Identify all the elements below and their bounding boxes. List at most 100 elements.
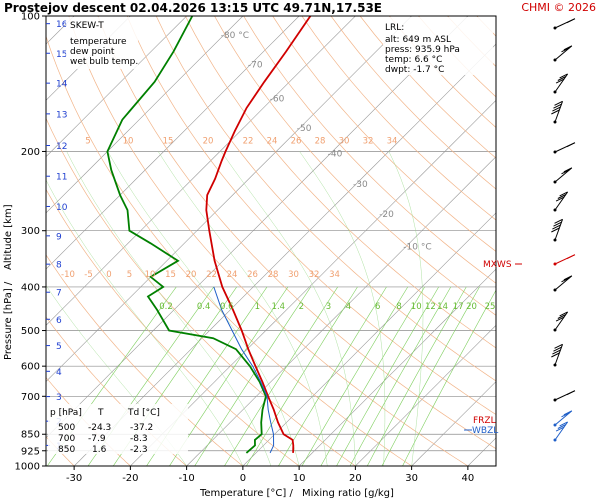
x-axis-ticks: -30 -20 -10 0 10 20 30 40 <box>66 466 474 484</box>
wind-barb-dot <box>553 26 557 30</box>
dry-adiabat <box>593 16 600 476</box>
wind-barb-feather <box>555 316 565 322</box>
wind-barb-dot <box>553 423 557 427</box>
wind-barb-feather <box>561 412 570 418</box>
altitude-tick-label: 12 <box>56 142 67 152</box>
table-row-500-p: 500 <box>58 423 75 433</box>
wind-barb-dot <box>553 208 557 212</box>
mixing-ratio-label: 6 <box>375 302 380 312</box>
isotherms <box>46 16 496 466</box>
dry-adiabat-label-upper: 34 <box>387 137 398 147</box>
wind-barb-feather <box>551 227 560 233</box>
isotherm <box>46 16 469 439</box>
wind-barb-feather <box>566 18 576 24</box>
mixing-ratio-label: 25 <box>485 302 496 312</box>
dry-adiabat <box>447 16 496 67</box>
mixing-ratio-label: 12 <box>425 302 436 312</box>
series-temperature <box>205 16 312 453</box>
wind-barb-dot <box>553 288 557 292</box>
table-header-p: p [hPa] <box>50 408 82 418</box>
dry-adiabat <box>214 16 496 316</box>
wind-barb-dot <box>553 398 557 402</box>
mixing-ratio-line <box>224 286 338 466</box>
wind-barb-feather <box>559 73 568 79</box>
lrl-temp: temp: 6.6 °C <box>385 55 442 65</box>
wind-barb-dot <box>553 120 557 124</box>
x-tick-label: 30 <box>405 473 418 484</box>
wind-barb-feather <box>557 76 567 81</box>
dry-adiabat-label: 10 <box>145 270 156 280</box>
altitude-tick-label: 10 <box>56 203 68 213</box>
mixing-ratio-label: 10 <box>411 302 422 312</box>
chart-title: Prostejov descent 02.04.2026 13:15 UTC 4… <box>4 1 382 15</box>
isotherm-labels: -80 °C -70 -60 -50 -40 -30 -20 -10 °C <box>221 31 432 252</box>
wind-barb-feather <box>557 314 567 319</box>
wind-barb-feather <box>555 78 565 84</box>
wind-barb-feather <box>557 194 567 199</box>
wind-barb-feather <box>554 343 563 349</box>
x-tick-label: -20 <box>122 473 138 484</box>
isotherm <box>467 437 496 466</box>
moist-adiabat <box>157 151 328 466</box>
altitude-tick-label: 15 <box>56 50 67 60</box>
altitude-tick-label: 13 <box>56 110 67 120</box>
dry-adiabat <box>68 16 469 466</box>
mixing-ratio-line <box>320 286 425 466</box>
dry-adiabat <box>155 16 496 382</box>
table-row-500-t: -24.3 <box>88 423 111 433</box>
altitude-tick-label: 8 <box>56 261 62 271</box>
dry-adiabat-label: 34 <box>329 270 340 280</box>
altitude-ticks: 12345678910111213141516 <box>46 20 68 452</box>
dry-adiabat <box>243 16 496 284</box>
dry-adiabat-label-upper: 5 <box>85 137 90 147</box>
x-tick-label: -10 <box>178 473 194 484</box>
isobars <box>46 16 496 466</box>
mixing-ratio-label: 20 <box>466 302 477 312</box>
credit-label: CHMI © 2026 <box>521 1 596 14</box>
lrl-panel: LRL: alt: 649 m ASL press: 935.9 hPa tem… <box>383 17 493 75</box>
isotherm-label: -10 °C <box>403 242 431 252</box>
dry-adiabat-label: 26 <box>247 270 258 280</box>
legend-item-wet-bulb: wet bulb temp. <box>70 57 138 67</box>
isotherm <box>242 212 496 466</box>
dry-adiabat-label-upper: 24 <box>267 137 278 147</box>
mixing-ratio-label: 0.2 <box>159 302 173 312</box>
y-axis-label: Pressure [hPa] / <box>3 281 14 360</box>
dry-adiabat-label: 5 <box>127 270 132 280</box>
wind-barb-feather <box>557 424 567 429</box>
altitude-tick-label: 5 <box>56 342 62 352</box>
dry-adiabat-label-upper: 20 <box>203 137 214 147</box>
wind-barb-feather <box>552 349 561 355</box>
dry-adiabat <box>476 16 496 37</box>
dry-adiabat-label-upper: 15 <box>163 137 174 147</box>
isotherm <box>73 43 496 466</box>
isotherm-label: -40 <box>328 149 343 159</box>
isotherm <box>355 324 496 466</box>
dry-adiabat <box>126 16 496 415</box>
table-row-700-t: -7.9 <box>88 434 106 444</box>
table-row-850-t: 1.6 <box>92 445 107 455</box>
dry-adiabat <box>564 16 600 476</box>
dry-adiabat-label-upper: 32 <box>363 137 374 147</box>
series-dew-point <box>106 16 267 454</box>
x-tick-label: 20 <box>349 473 362 484</box>
dry-adiabat <box>301 16 496 221</box>
wbzl-label: WBZL <box>472 426 498 436</box>
wind-barb-feather <box>566 142 576 148</box>
altitude-tick-label: 7 <box>56 289 62 299</box>
wind-barb-feather <box>561 47 570 53</box>
wind-barb-feather <box>555 426 565 432</box>
mixing-ratio-label: 14 <box>437 302 448 312</box>
wind-barb-feather <box>561 277 570 283</box>
legend-item-dew-point: dew point <box>70 47 115 57</box>
wind-barb-feather <box>555 196 565 202</box>
wind-barb-feather <box>551 352 560 358</box>
wind-barb-feather <box>554 100 563 106</box>
wind-barb-feather <box>566 254 576 260</box>
mixing-ratio-label: 17 <box>453 302 464 312</box>
wind-barbs <box>551 18 576 442</box>
lrl-heading: LRL: <box>385 23 404 33</box>
wind-barb-dot <box>553 262 557 266</box>
wind-barb-dot <box>553 363 557 367</box>
mixing-ratio-label: 4 <box>346 302 351 312</box>
